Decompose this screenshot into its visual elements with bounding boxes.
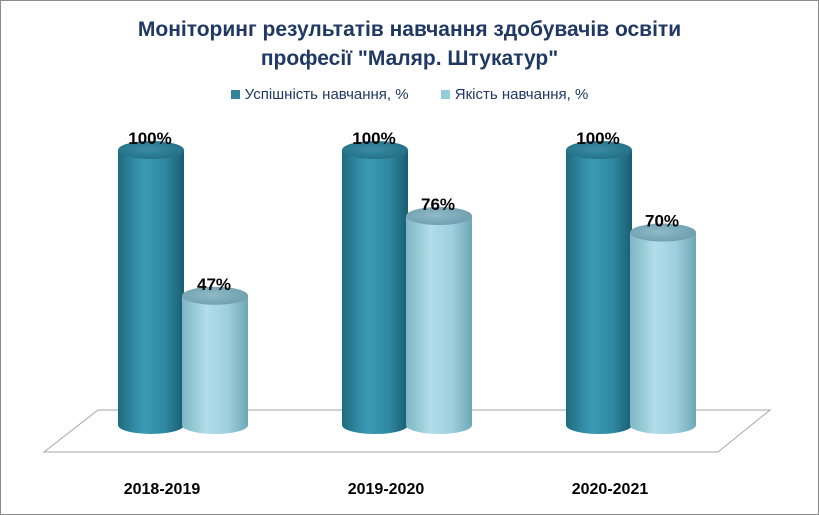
bar-success-2020-2021 (566, 141, 632, 434)
bar-quality-2018-2019 (182, 286, 248, 434)
chart-title: Моніторинг результатів навчання здобувач… (61, 15, 758, 73)
bar-quality-2020-2021 (630, 223, 696, 434)
category-label: 2019-2020 (348, 481, 425, 498)
legend-swatch-quality (440, 90, 450, 99)
value-label: 100% (128, 129, 171, 148)
bar-top (566, 141, 632, 159)
labels-group: 100% 47% 2018-2019 100% 76% 2019-2020 100% 70% 2… (124, 129, 679, 498)
legend-item-success: Успішність навчання, % (230, 86, 409, 103)
bar-top (342, 141, 408, 159)
bar-body (566, 150, 632, 434)
bar-top (406, 207, 472, 225)
bar-body (406, 216, 472, 434)
bar-body (182, 295, 248, 434)
legend-item-quality: Якість навчання, % (440, 86, 589, 103)
bars-group (118, 141, 696, 434)
value-label: 100% (352, 129, 395, 148)
legend-label-quality: Якість навчання, % (454, 86, 589, 103)
value-label: 100% (576, 129, 619, 148)
chart-title-line-1: Моніторинг результатів навчання здобувач… (137, 18, 682, 41)
bar-top (182, 286, 248, 305)
chart-legend: Успішність навчання, % Якість навчання, … (1, 86, 818, 103)
bar-body (342, 150, 408, 434)
bar-top (630, 223, 696, 242)
bar-top (118, 141, 184, 159)
bar-quality-2019-2020 (406, 207, 472, 434)
bar-body (118, 150, 184, 434)
value-label: 47% (197, 275, 231, 294)
legend-swatch-success (230, 90, 240, 99)
bar-body (630, 232, 696, 434)
chart-title-line-2: професії "Маляр. Штукатур" (260, 47, 559, 70)
category-label: 2020-2021 (572, 481, 649, 498)
bar-success-2018-2019 (118, 141, 184, 434)
bar-success-2019-2020 (342, 141, 408, 434)
value-label: 70% (645, 212, 679, 231)
category-label: 2018-2019 (124, 481, 201, 498)
value-label: 76% (421, 195, 455, 214)
legend-label-success: Успішність навчання, % (244, 86, 409, 103)
